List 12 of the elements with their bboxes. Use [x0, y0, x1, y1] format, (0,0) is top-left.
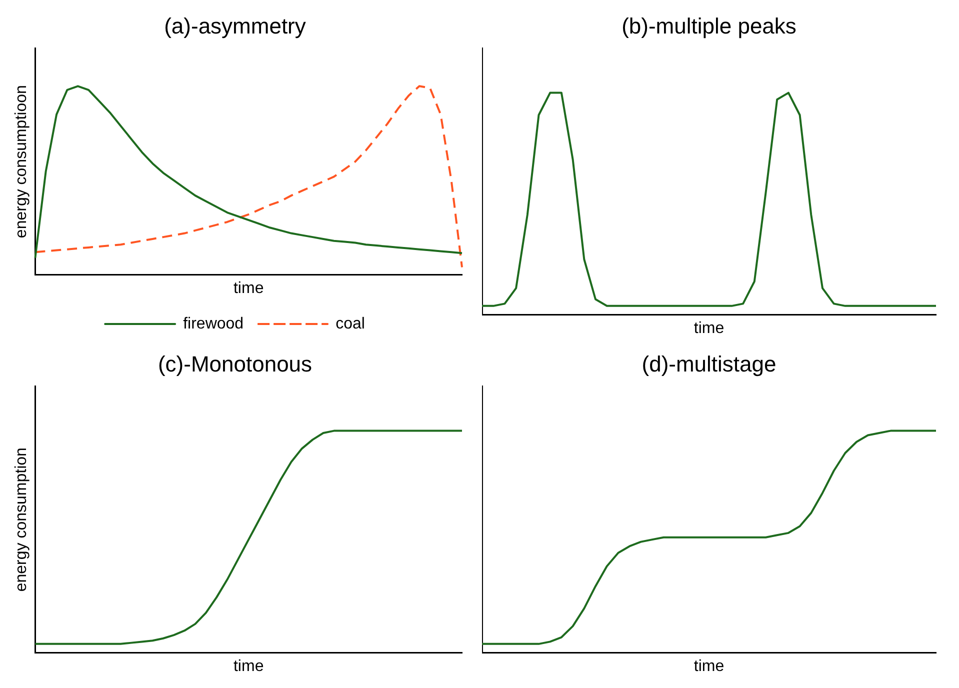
chart-title: (a)-asymmetry: [164, 13, 306, 38]
legend-label: firewood: [183, 315, 244, 332]
x-axis-title: time: [694, 658, 724, 675]
chart-title: (b)-multiple peaks: [622, 13, 796, 38]
y-axis-title: energy consumptioon: [13, 85, 30, 238]
chart-title: (c)-Monotonous: [158, 351, 312, 376]
legend-label: coal: [336, 315, 365, 332]
y-axis-title: energy consumption: [13, 448, 30, 592]
x-axis-title: time: [694, 320, 724, 337]
x-axis-title: time: [233, 280, 264, 297]
x-axis-title: time: [233, 658, 264, 675]
chart-title: (d)-multistage: [642, 351, 776, 376]
